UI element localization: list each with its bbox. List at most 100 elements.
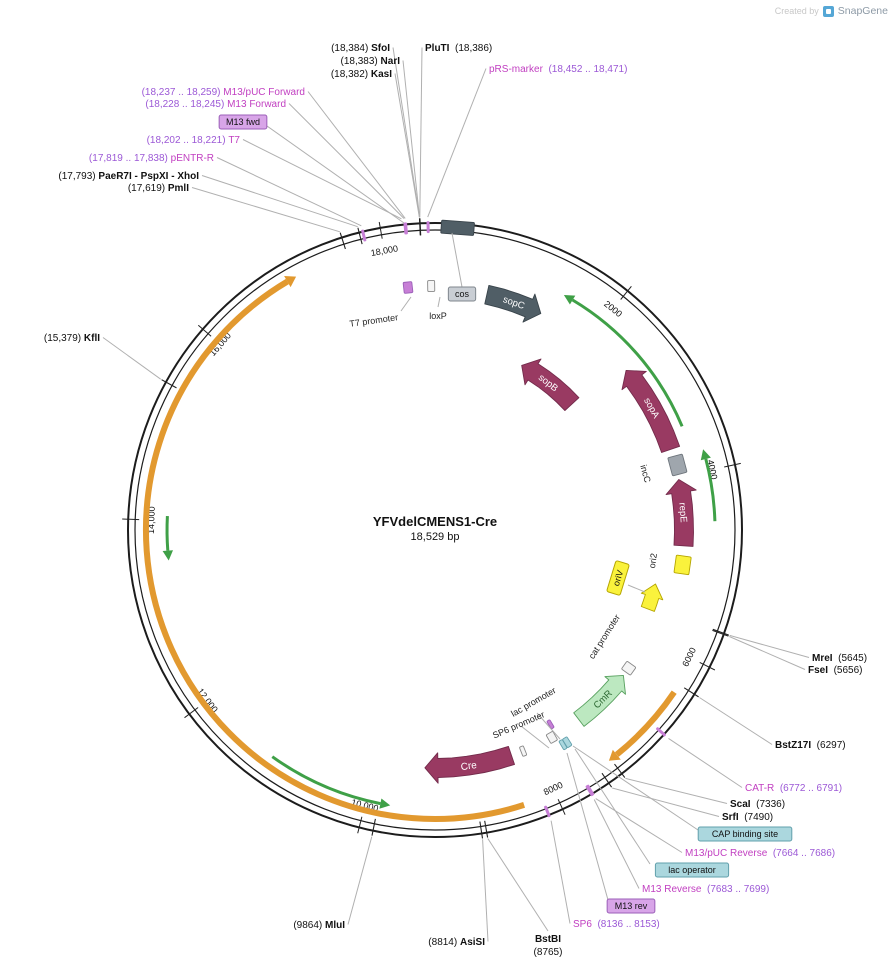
feature-label-Cre[interactable]: Cre — [460, 760, 478, 773]
enzyme-site-tick — [712, 629, 729, 637]
snapgene-brand-text: SnapGene — [837, 5, 888, 17]
site-label-M13-pUC-Forward[interactable]: (18,237 .. 18,259) M13/pUC Forward — [142, 87, 305, 98]
scale-tick — [557, 798, 566, 815]
feature-sp6-promoter[interactable] — [519, 745, 527, 757]
site-label-T7[interactable]: (18,202 .. 18,221) T7 — [147, 135, 241, 146]
site-label-M13-Forward[interactable]: (18,228 .. 18,245) M13 Forward — [145, 99, 286, 110]
callout-line-M13-Forward — [288, 103, 405, 219]
callout-line-ScaI — [625, 777, 728, 804]
site-label-CAT-R[interactable]: CAT-R (6772 .. 6791) — [745, 783, 842, 794]
site-label-BstZ17I[interactable]: BstZ17I (6297) — [775, 740, 846, 751]
feature-cat-promoter[interactable] — [621, 661, 636, 676]
enzyme-site-tick — [371, 818, 376, 836]
snapgene-logo-icon — [822, 5, 834, 17]
feature-sopA[interactable] — [621, 369, 681, 453]
feature-oriV[interactable] — [640, 583, 664, 612]
feature-green-arc-bottom-left[interactable] — [271, 755, 381, 806]
site-label-SfoI[interactable]: (18,384) SfoI — [331, 43, 390, 54]
site-label-ScaI[interactable]: ScaI (7336) — [730, 799, 785, 810]
feature-incC[interactable] — [667, 453, 688, 477]
feature-t7-promoter[interactable] — [402, 281, 414, 294]
site-label-FseI[interactable]: FseI (5656) — [808, 665, 862, 676]
callout-line-pRS-marker — [427, 68, 487, 218]
feature-label-repE[interactable]: repE — [676, 502, 688, 523]
feature-Cre[interactable] — [424, 745, 515, 784]
boxed-label-oriV[interactable]: oriV — [606, 560, 630, 596]
primer-ring-mark[interactable] — [585, 784, 595, 797]
boxed-label-oriV-text: oriV — [611, 569, 625, 587]
callout-line-KasI — [394, 73, 420, 218]
boxed-label-lac-operator-text: lac operator — [668, 865, 716, 875]
boxed-label-M13-fwd[interactable]: M13 fwd — [218, 114, 268, 130]
feature-green-arc-left[interactable] — [165, 516, 170, 551]
enzyme-site-tick — [484, 820, 489, 838]
callout-line-M13-pUC-Reverse — [595, 798, 683, 853]
feature-sopB[interactable] — [521, 358, 580, 411]
site-label-PluTI[interactable]: PluTI (18,386) — [425, 43, 492, 54]
feature-label-cat-promoter[interactable]: cat promoter — [587, 613, 622, 661]
callout-line-T7 — [242, 139, 402, 220]
primer-ring-mark[interactable] — [656, 727, 667, 737]
feature-label-ori2[interactable]: ori2 — [647, 553, 659, 569]
site-label-SrfI[interactable]: SrfI (7490) — [722, 812, 773, 823]
callout-line-MluI — [347, 836, 373, 925]
site-label-BstBI[interactable]: BstBI — [535, 934, 561, 945]
site-label-KasI[interactable]: (18,382) KasI — [331, 69, 392, 80]
boxed-label-M13-rev[interactable]: M13 rev — [606, 898, 656, 914]
enzyme-site-tick — [712, 628, 729, 636]
scale-tick — [620, 285, 632, 300]
site-label-pRS-marker[interactable]: pRS-marker (18,452 .. 18,471) — [489, 64, 627, 75]
site-label-AsiSI[interactable]: (8814) AsiSI — [428, 937, 485, 948]
feature-sopC[interactable] — [484, 284, 542, 323]
feature-lac-operator[interactable] — [558, 739, 568, 750]
feature-label-T7-promoter[interactable]: T7 promoter — [349, 312, 399, 329]
boxed-label-cos[interactable]: cos — [447, 286, 477, 302]
feature-m13-rev-primer[interactable] — [546, 719, 555, 730]
boxed-label-connector-CAP-binding-site — [572, 745, 699, 831]
primer-ring-mark[interactable] — [361, 229, 367, 242]
boxed-label-cos-bg — [447, 286, 477, 302]
feature-lac-promoter[interactable] — [545, 731, 558, 744]
site-label-MreI[interactable]: MreI (5645) — [812, 653, 867, 664]
feature-ori2[interactable] — [673, 554, 692, 576]
enzyme-site-tick — [339, 232, 346, 250]
feature-CmR[interactable] — [573, 674, 626, 727]
boxed-label-lac-operator[interactable]: lac operator — [654, 862, 730, 878]
plasmid-title-block: YFVdelCMENS1-Cre 18,529 bp — [373, 514, 497, 543]
feature-cos-site[interactable] — [440, 219, 475, 236]
feature-label-incC[interactable]: incC — [638, 464, 652, 484]
scale-tick — [357, 816, 363, 834]
feature-green-arc-right[interactable] — [704, 458, 717, 522]
site-label-pENTR-R[interactable]: (17,819 .. 17,838) pENTR-R — [89, 153, 214, 164]
primer-ring-mark[interactable] — [403, 222, 408, 235]
feature-repE[interactable] — [665, 479, 697, 547]
feature-label-connector — [520, 725, 550, 749]
site-label-KflI[interactable]: (15,379) KflI — [44, 333, 100, 344]
scale-tick — [724, 462, 741, 468]
site-label-SP6[interactable]: SP6 (8136 .. 8153) — [573, 919, 660, 930]
feature-label-loxP[interactable]: loxP — [429, 311, 447, 321]
feature-loxP-site[interactable] — [427, 280, 436, 292]
site-label-PmlI[interactable]: (17,619) PmlI — [128, 183, 189, 194]
feature-green-arc-bottom-left-arrowhead-icon — [379, 798, 391, 809]
primer-ring-mark[interactable] — [426, 221, 430, 234]
site-label-M13-pUC-Reverse[interactable]: M13/pUC Reverse (7664 .. 7686) — [685, 848, 835, 859]
plasmid-name[interactable]: YFVdelCMENS1-Cre — [372, 514, 498, 529]
site-label-PaeR7I-PspXI-XhoI[interactable]: (17,793) PaeR7I - PspXI - XhoI — [58, 171, 199, 182]
site-label-NarI[interactable]: (18,383) NarI — [341, 56, 401, 67]
feature-green-arc-top-right[interactable] — [571, 298, 684, 427]
site-label-MluI[interactable]: (9864) MluI — [293, 920, 345, 931]
feature-orange-arc-right[interactable] — [614, 690, 677, 757]
feature-orange-arc-main[interactable] — [142, 278, 526, 822]
plasmid-size: 18,529 bp — [410, 531, 460, 543]
plasmid-ring-outer — [127, 222, 743, 838]
boxed-label-M13-fwd-text: M13 fwd — [226, 117, 260, 127]
feature-label-connector — [536, 712, 561, 740]
boxed-label-CAP-binding-site[interactable]: CAP binding site — [697, 826, 793, 842]
site-label-M13-Reverse[interactable]: M13 Reverse (7683 .. 7699) — [642, 884, 769, 895]
callout-line-SfoI — [392, 47, 421, 218]
enzyme-site-tick — [601, 772, 613, 788]
primer-ring-mark[interactable] — [544, 805, 551, 818]
